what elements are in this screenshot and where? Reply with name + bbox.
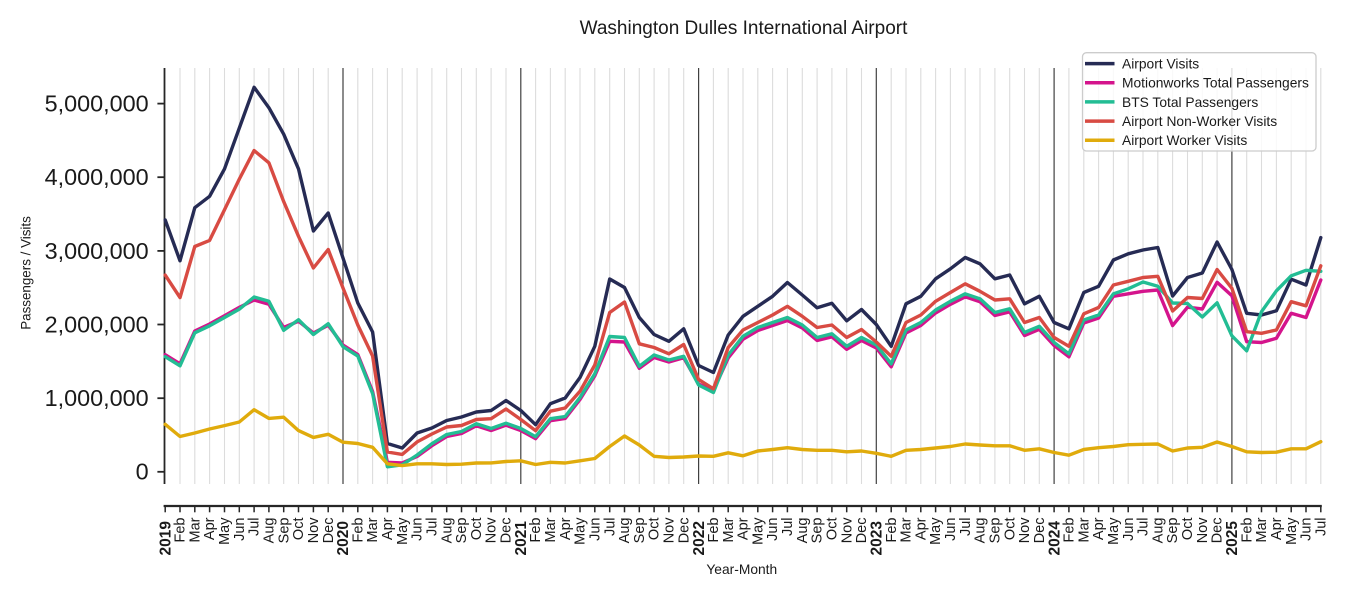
svg-text:Jun: Jun [410, 518, 426, 541]
svg-text:Motionworks Total Passengers: Motionworks Total Passengers [1122, 76, 1309, 91]
svg-text:Mar: Mar [1076, 517, 1092, 542]
svg-text:Feb: Feb [884, 518, 900, 543]
svg-text:Nov: Nov [839, 517, 855, 544]
svg-text:Jul: Jul [958, 518, 974, 537]
svg-text:Feb: Feb [350, 518, 366, 543]
svg-text:Airport Worker Visits: Airport Worker Visits [1122, 133, 1247, 148]
svg-text:Mar: Mar [1254, 517, 1270, 542]
svg-text:Mar: Mar [543, 517, 559, 542]
svg-text:Apr: Apr [558, 517, 574, 540]
svg-text:Mar: Mar [365, 517, 381, 542]
svg-text:Oct: Oct [647, 518, 663, 541]
svg-text:Apr: Apr [1269, 517, 1285, 540]
svg-text:Sep: Sep [988, 518, 1004, 544]
svg-text:Oct: Oct [1002, 518, 1018, 541]
svg-text:1,000,000: 1,000,000 [45, 385, 149, 411]
svg-text:Airport Visits: Airport Visits [1122, 57, 1199, 72]
svg-text:2021: 2021 [513, 521, 530, 556]
svg-text:Nov: Nov [306, 517, 322, 544]
svg-text:Jul: Jul [780, 518, 796, 537]
svg-text:Jun: Jun [587, 518, 603, 541]
svg-text:2020: 2020 [335, 521, 352, 555]
svg-text:Aug: Aug [973, 518, 989, 544]
svg-text:2022: 2022 [691, 521, 708, 555]
svg-text:Aug: Aug [439, 518, 455, 544]
svg-text:Nov: Nov [662, 517, 678, 544]
svg-text:4,000,000: 4,000,000 [45, 164, 149, 190]
svg-text:Feb: Feb [173, 518, 189, 543]
svg-text:2,000,000: 2,000,000 [45, 311, 149, 337]
svg-text:Passengers / Visits: Passengers / Visits [18, 216, 33, 330]
svg-text:Oct: Oct [1180, 518, 1196, 541]
svg-text:Year-Month: Year-Month [706, 562, 777, 577]
svg-text:Jul: Jul [602, 518, 618, 537]
svg-text:2024: 2024 [1046, 521, 1063, 556]
svg-text:2023: 2023 [869, 521, 886, 556]
svg-text:BTS Total Passengers: BTS Total Passengers [1122, 95, 1258, 110]
svg-text:Sep: Sep [276, 518, 292, 544]
svg-text:May: May [928, 517, 944, 545]
svg-text:3,000,000: 3,000,000 [45, 238, 149, 264]
svg-text:Dec: Dec [499, 518, 515, 544]
svg-text:Aug: Aug [617, 518, 633, 544]
svg-text:Apr: Apr [380, 517, 396, 540]
svg-text:Washington Dulles Internationa: Washington Dulles International Airport [580, 18, 908, 39]
svg-text:Dec: Dec [321, 518, 337, 544]
svg-text:May: May [217, 517, 233, 545]
svg-text:Airport Non-Worker Visits: Airport Non-Worker Visits [1122, 114, 1277, 129]
svg-text:Apr: Apr [736, 517, 752, 540]
svg-text:Sep: Sep [810, 518, 826, 544]
svg-text:Nov: Nov [1017, 517, 1033, 544]
svg-text:Feb: Feb [706, 518, 722, 543]
svg-text:Mar: Mar [721, 517, 737, 542]
svg-text:May: May [750, 517, 766, 545]
svg-text:Feb: Feb [1239, 518, 1255, 543]
svg-text:Feb: Feb [528, 518, 544, 543]
svg-text:Dec: Dec [676, 518, 692, 544]
svg-text:Aug: Aug [795, 518, 811, 544]
svg-text:May: May [1284, 517, 1300, 545]
svg-text:Oct: Oct [469, 518, 485, 541]
svg-text:Jun: Jun [1299, 518, 1315, 541]
svg-text:Dec: Dec [1210, 518, 1226, 544]
svg-text:Dec: Dec [1032, 518, 1048, 544]
svg-text:May: May [1106, 517, 1122, 545]
svg-text:2019: 2019 [157, 521, 174, 556]
svg-text:Mar: Mar [899, 517, 915, 542]
svg-text:Jul: Jul [1313, 518, 1329, 537]
svg-text:Oct: Oct [291, 518, 307, 541]
svg-text:May: May [573, 517, 589, 545]
svg-text:Sep: Sep [1165, 518, 1181, 544]
svg-text:Aug: Aug [262, 518, 278, 544]
svg-text:Nov: Nov [1195, 517, 1211, 544]
svg-text:Dec: Dec [854, 518, 870, 544]
svg-text:May: May [395, 517, 411, 545]
svg-text:0: 0 [136, 459, 149, 485]
svg-text:2025: 2025 [1224, 521, 1241, 556]
svg-text:Apr: Apr [913, 517, 929, 540]
svg-text:Oct: Oct [825, 518, 841, 541]
svg-text:Apr: Apr [1091, 517, 1107, 540]
svg-text:Apr: Apr [202, 517, 218, 540]
svg-text:Feb: Feb [1062, 518, 1078, 543]
svg-text:Jul: Jul [425, 518, 441, 537]
svg-text:Sep: Sep [632, 518, 648, 544]
svg-text:Jul: Jul [247, 518, 263, 537]
svg-text:Sep: Sep [454, 518, 470, 544]
svg-text:5,000,000: 5,000,000 [45, 91, 149, 117]
svg-text:Aug: Aug [1150, 518, 1166, 544]
svg-text:Jul: Jul [1136, 518, 1152, 537]
svg-text:Jun: Jun [765, 518, 781, 541]
svg-text:Nov: Nov [484, 517, 500, 544]
svg-text:Mar: Mar [187, 517, 203, 542]
svg-text:Jun: Jun [232, 518, 248, 541]
svg-text:Jun: Jun [943, 518, 959, 541]
svg-text:Jun: Jun [1121, 518, 1137, 541]
